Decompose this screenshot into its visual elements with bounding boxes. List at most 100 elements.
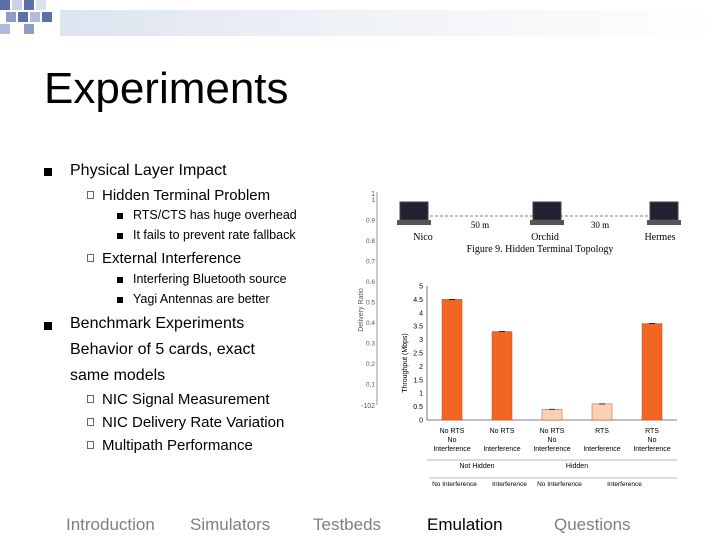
throughput-chart: Throughput (Mbps) 00.511.522.533.544.55 … xyxy=(399,272,677,498)
nav-testbeds[interactable]: Testbeds xyxy=(313,515,382,534)
nav-introduction[interactable]: Introduction xyxy=(66,515,155,534)
back-tick-label: 0.3 xyxy=(366,341,375,348)
y-ticks: 0 0.5 1 1.5 2 2.5 3 3.5 4 4.5 5 xyxy=(413,284,423,425)
throughput-figure: 1 Delivery Ratio -102 0.1 0.2 0.3 0.4 0.5 0.6… xyxy=(358,191,681,498)
x-tick-label: No RTS xyxy=(540,428,565,435)
back-tick-label: 0.1 xyxy=(366,382,375,389)
y-tick-label: 4.5 xyxy=(413,297,423,304)
bullet-benchmark-line1: Benchmark Experiments xyxy=(70,315,245,332)
y-tick-label: 2 xyxy=(419,364,423,371)
x-tick-label: RTS xyxy=(645,428,659,435)
y-tick-label: 3 xyxy=(419,337,423,344)
bullet-rts: RTS/CTS has huge overhead xyxy=(133,208,297,222)
y-tick-label: 5 xyxy=(419,284,423,291)
nav-emulation[interactable]: Emulation xyxy=(427,515,503,534)
x-tick-label: Interference xyxy=(433,446,470,453)
y-tick-label: 0 xyxy=(419,418,423,425)
node-label: Hermes xyxy=(644,232,675,243)
delivery-ratio-chart: 1 Delivery Ratio -102 0.1 0.2 0.3 0.4 0.5 0.6… xyxy=(358,191,378,410)
decor-square xyxy=(12,0,22,10)
bullet-benchmark-line2: Behavior of 5 cards, exact xyxy=(70,341,255,358)
decor-square xyxy=(6,12,16,22)
bar xyxy=(491,331,513,421)
sub-sub-bullet-marker xyxy=(117,233,123,239)
decor-square xyxy=(0,24,10,34)
bullet-physical: Physical Layer Impact xyxy=(70,162,227,179)
bullet-nic-delivery: NIC Delivery Rate Variation xyxy=(102,414,285,431)
x-tick-label: No xyxy=(548,437,557,444)
sub-bullet-marker xyxy=(87,254,94,262)
distance-label: 50 m xyxy=(471,220,489,230)
chart-background xyxy=(399,272,677,498)
bullet-benchmark-line3: same models xyxy=(70,367,166,384)
x-labels: No RTS No Interference No RTS Interference No… xyxy=(433,428,670,453)
decor-square xyxy=(30,12,40,22)
bar xyxy=(641,323,663,421)
back-neg-label: -102 xyxy=(361,403,375,410)
bottom-label: Interference xyxy=(492,481,527,488)
bullet-fallback: It fails to prevent rate fallback xyxy=(133,228,296,242)
bullet-nic-signal: NIC Signal Measurement xyxy=(102,391,270,408)
group-labels: Not Hidden Hidden xyxy=(427,459,677,470)
decor-square xyxy=(24,24,34,34)
bullet-marker xyxy=(44,322,52,330)
sub-bullet-marker xyxy=(87,395,94,403)
y-tick-label: 1.5 xyxy=(413,377,423,384)
back-tick-label: 1 xyxy=(371,197,375,204)
slide-title: Experiments xyxy=(44,64,289,113)
bars xyxy=(441,299,663,421)
y-tick-label: 2.5 xyxy=(413,351,423,358)
x-tick-label: No xyxy=(648,437,657,444)
bottom-label: No Interference xyxy=(537,481,582,488)
x-tick-label: Interference xyxy=(533,446,570,453)
decor-square xyxy=(24,0,34,10)
header-gradient xyxy=(60,10,720,36)
nav-questions[interactable]: Questions xyxy=(554,515,631,534)
back-tick-label: 0.9 xyxy=(366,218,375,225)
x-tick-label: No xyxy=(448,437,457,444)
x-tick-label: Interference xyxy=(483,446,520,453)
y-axis-label: Throughput (Mbps) xyxy=(402,333,409,393)
back-tick-label: 0.5 xyxy=(366,300,375,307)
bar xyxy=(591,403,613,421)
laptop-icon xyxy=(530,201,564,225)
x-tick-label: Interference xyxy=(633,446,670,453)
back-ylabel: Delivery Ratio xyxy=(358,288,365,332)
back-tick-label: 0.7 xyxy=(366,259,375,266)
sub-bullet-marker xyxy=(87,441,94,449)
x-tick-label: RTS xyxy=(595,428,609,435)
back-tick-label: 0.8 xyxy=(366,238,375,245)
node-label: Orchid xyxy=(531,232,559,243)
back-tick-label: 0.2 xyxy=(366,361,375,368)
sub-bullet-marker xyxy=(87,191,94,199)
bottom-labels: No Interference Interference No Interferen… xyxy=(429,477,677,488)
group-label: Not Hidden xyxy=(459,463,494,470)
back-tick-top: 1 xyxy=(371,191,375,198)
bar xyxy=(441,299,463,421)
decor-square xyxy=(42,12,52,22)
bullet-bluetooth: Interfering Bluetooth source xyxy=(133,272,287,286)
back-tick-label: 0.6 xyxy=(366,279,375,286)
bullet-multipath: Multipath Performance xyxy=(102,437,253,454)
top-decoration xyxy=(0,0,720,38)
decor-square xyxy=(0,0,10,10)
node-label: Nico xyxy=(413,232,432,243)
y-tick-label: 0.5 xyxy=(413,404,423,411)
decor-square xyxy=(18,12,28,22)
bullet-hidden: Hidden Terminal Problem xyxy=(102,187,271,204)
decor-square xyxy=(36,0,46,10)
laptop-icon xyxy=(647,201,681,225)
bullet-yagi: Yagi Antennas are better xyxy=(133,292,270,306)
bottom-label: Interference xyxy=(607,481,642,488)
distance-label: 30 m xyxy=(591,220,609,230)
sub-bullet-marker xyxy=(87,418,94,426)
sub-sub-bullet-marker xyxy=(117,297,123,303)
bottom-label: No Interference xyxy=(432,481,477,488)
sub-sub-bullet-marker xyxy=(117,213,123,219)
bullet-marker xyxy=(44,168,52,176)
nav-simulators[interactable]: Simulators xyxy=(190,515,271,534)
y-tick-label: 4 xyxy=(419,310,423,317)
hidden-terminal-topology: Nico Orchid Hermes 50 m 30 m Figure 9. H… xyxy=(397,201,681,255)
bullet-external: External Interference xyxy=(102,250,242,267)
group-label: Hidden xyxy=(566,463,588,470)
